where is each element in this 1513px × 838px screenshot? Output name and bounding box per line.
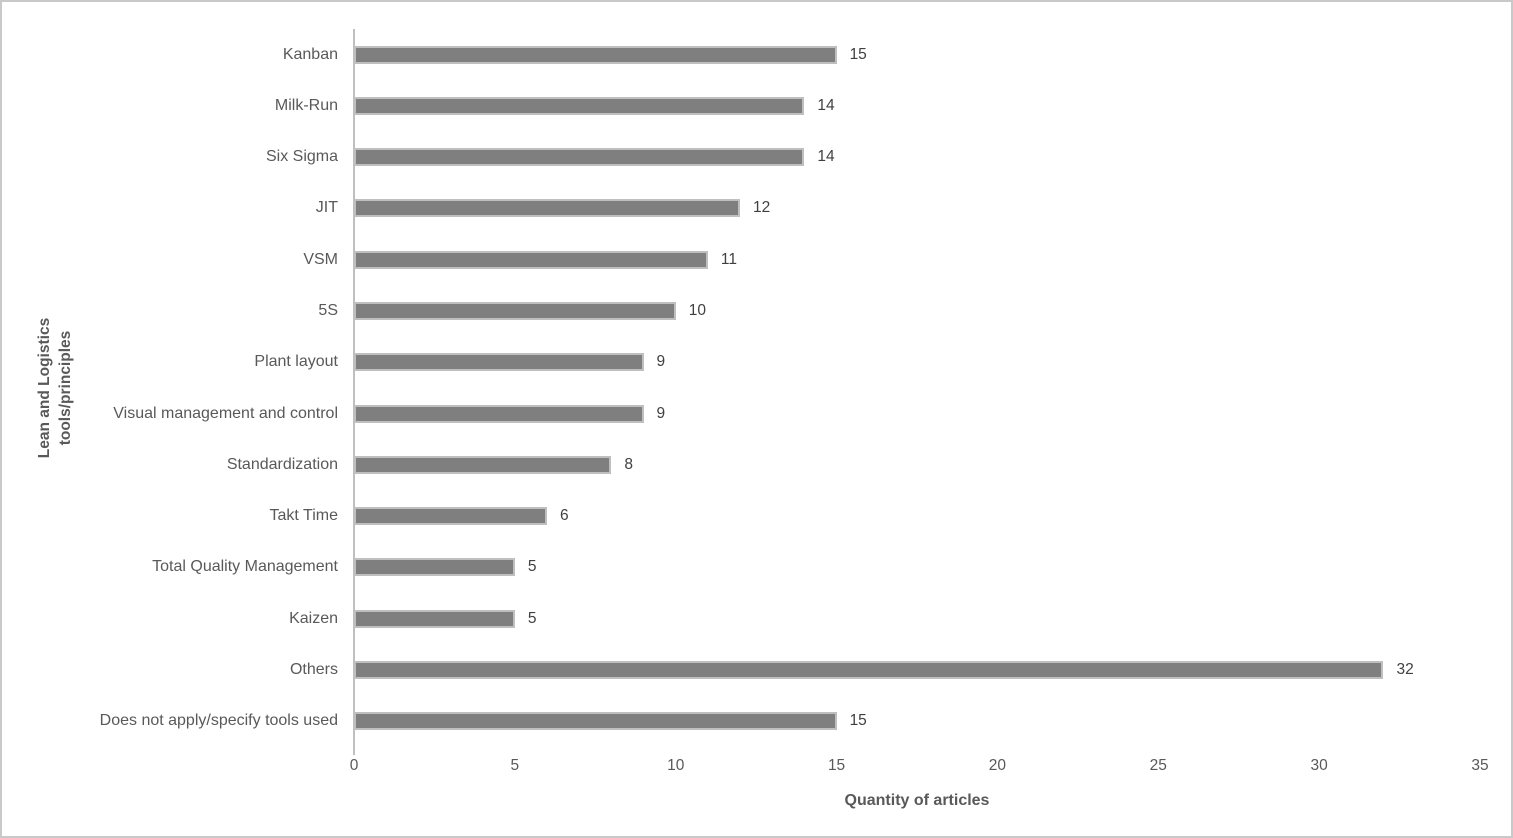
- value-label: 32: [1396, 661, 1414, 679]
- bar-row: VSM 11: [2, 234, 1480, 285]
- bar-row: 5S 10: [2, 285, 1480, 336]
- bar-track: 14: [354, 132, 1480, 183]
- x-tick-label: 25: [1149, 757, 1167, 774]
- bar: [354, 302, 676, 321]
- bar-rows: Kanban 15 Milk-Run 14 Six Sigma 14 JIT 12 VSM 11 5…: [2, 29, 1480, 747]
- bar-row: Does not apply/specify tools used 15: [2, 696, 1480, 747]
- bar: [354, 250, 708, 269]
- value-label: 14: [817, 148, 835, 166]
- bar-row: Six Sigma 14: [2, 132, 1480, 183]
- bar-track: 8: [354, 439, 1480, 490]
- bar-track: 5: [354, 593, 1480, 644]
- bar-track: 12: [354, 183, 1480, 234]
- category-label: Six Sigma: [265, 148, 338, 166]
- x-tick-label: 20: [988, 757, 1007, 774]
- bar-track: 5: [354, 542, 1480, 593]
- category-label: 5S: [318, 302, 338, 320]
- bar: [354, 45, 837, 64]
- bar-row: Others 32: [2, 644, 1480, 695]
- bar-row: Takt Time 6: [2, 491, 1480, 542]
- bar-track: 10: [354, 285, 1480, 336]
- bar-row: Kanban 15: [2, 29, 1480, 80]
- bar-track: 9: [354, 388, 1480, 439]
- value-label: 10: [688, 302, 706, 320]
- bar-track: 15: [354, 29, 1480, 80]
- bar-track: 9: [354, 337, 1480, 388]
- bar-row: Total Quality Management 5: [2, 542, 1480, 593]
- category-label: Milk-Run: [274, 96, 338, 114]
- x-tick-label: 0: [349, 757, 359, 774]
- bar-row: JIT 12: [2, 183, 1480, 234]
- value-label: 11: [720, 250, 737, 268]
- value-label: 12: [753, 199, 771, 217]
- bar-track: 32: [354, 644, 1480, 695]
- x-tick-label: 5: [510, 757, 520, 774]
- value-label: 9: [656, 353, 666, 371]
- bar-track: 14: [354, 80, 1480, 131]
- category-label: Does not apply/specify tools used: [99, 712, 338, 730]
- category-label: Kanban: [282, 45, 338, 63]
- value-label: 14: [817, 96, 835, 114]
- value-label: 15: [849, 45, 867, 63]
- bar: [354, 507, 548, 526]
- value-label: 9: [656, 404, 666, 422]
- bar-track: 11: [354, 234, 1480, 285]
- bar: [354, 661, 1384, 680]
- bar: [354, 353, 644, 372]
- category-label: Visual management and control: [113, 404, 338, 422]
- bar: [354, 712, 837, 731]
- category-label: Plant layout: [254, 353, 338, 371]
- category-label: Kaizen: [289, 609, 338, 627]
- value-label: 5: [527, 609, 537, 627]
- bar-row: Standardization 8: [2, 439, 1480, 490]
- x-tick-label: 30: [1310, 757, 1328, 774]
- bar: [354, 609, 515, 628]
- x-tick-label: 10: [667, 757, 685, 774]
- value-label: 6: [560, 507, 569, 525]
- x-axis-ticks: 0 5 10 15 20 25 30 35: [350, 757, 1489, 777]
- category-label: Others: [289, 661, 338, 679]
- bar: [354, 148, 805, 167]
- bar-row: Milk-Run 14: [2, 80, 1480, 131]
- bar-track: 15: [354, 696, 1480, 747]
- bar: [354, 558, 515, 577]
- category-label: Standardization: [226, 455, 338, 473]
- x-axis-title: Quantity of articles: [844, 792, 990, 809]
- value-label: 15: [849, 712, 867, 730]
- y-axis-line: [353, 29, 355, 755]
- bar-track: 6: [354, 491, 1480, 542]
- x-tick-label: 35: [1471, 757, 1489, 774]
- value-label: 5: [527, 558, 537, 576]
- x-tick-label: 15: [827, 757, 846, 774]
- bar: [354, 455, 612, 474]
- bar-row: Plant layout 9: [2, 337, 1480, 388]
- category-label: VSM: [303, 250, 338, 268]
- bar: [354, 199, 741, 218]
- value-label: 8: [624, 455, 633, 473]
- category-label: Total Quality Management: [152, 558, 338, 576]
- bar: [354, 96, 805, 115]
- bar-row: Kaizen 5: [2, 593, 1480, 644]
- bar: [354, 404, 644, 423]
- category-label: JIT: [315, 199, 338, 217]
- category-label: Takt Time: [269, 507, 338, 525]
- bar-row: Visual management and control 9: [2, 388, 1480, 439]
